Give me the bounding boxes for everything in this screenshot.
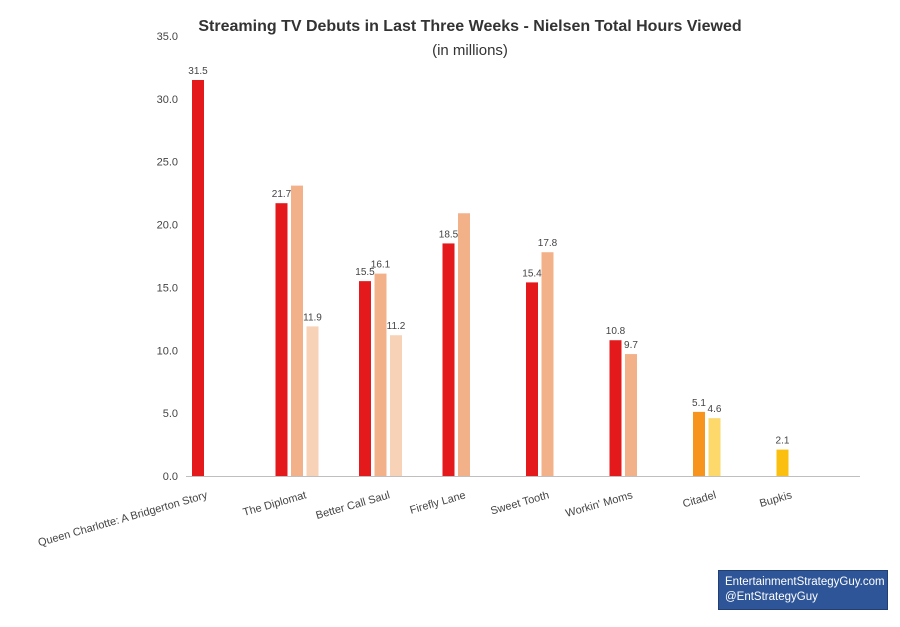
bar-0-0: [192, 80, 204, 476]
bar-7-0: [776, 449, 789, 476]
bar-2-1: [374, 273, 387, 476]
x-tick-label-7: Bupkis: [758, 489, 794, 510]
x-tick-label-4: Sweet Tooth: [489, 489, 550, 517]
bar-3-1: [458, 213, 470, 476]
y-tick-label-6: 30.0: [157, 94, 178, 106]
y-axis: 0.0 5.0 10.0 15.0 20.0 25.0 30.0 35.0: [157, 31, 178, 483]
y-tick-label-5: 25.0: [157, 157, 178, 169]
bar-5-0: [609, 340, 622, 476]
x-tick-label-0: Queen Charlotte: A Bridgerton Story: [37, 489, 209, 549]
data-label-2-1: 16.1: [371, 260, 391, 271]
bar-5-1: [625, 354, 637, 476]
data-label-4-0: 15.4: [522, 268, 542, 279]
bar-6-0: [693, 411, 705, 476]
bar-4-1: [541, 252, 554, 476]
data-label-0-0: 31.5: [188, 66, 208, 77]
y-tick-label-0: 0.0: [163, 471, 178, 483]
data-label-5-0: 10.8: [606, 326, 626, 337]
bar-1-1: [291, 185, 303, 476]
data-label-4-1: 17.8: [538, 238, 558, 249]
bar-4-0: [526, 282, 538, 476]
data-label-6-1: 4.6: [708, 404, 722, 415]
bars-group: [192, 80, 789, 476]
credit-box: EntertainmentStrategyGuy.com @EntStrateg…: [718, 570, 888, 610]
data-label-1-0: 21.7: [272, 189, 292, 200]
x-axis-labels: Queen Charlotte: A Bridgerton Story The D…: [37, 489, 794, 549]
bar-2-0: [359, 281, 371, 476]
data-label-3-0: 18.5: [439, 229, 459, 240]
x-tick-label-5: Workin' Moms: [564, 489, 634, 520]
x-tick-label-2: Better Call Saul: [315, 489, 392, 522]
bar-2-2: [390, 335, 402, 476]
data-label-2-0: 15.5: [355, 267, 375, 278]
y-tick-label-7: 35.0: [157, 31, 178, 43]
data-label-2-2: 11.2: [387, 321, 406, 332]
y-tick-label-1: 5.0: [163, 408, 178, 420]
chart-title: Streaming TV Debuts in Last Three Weeks …: [198, 18, 741, 35]
bar-6-1: [708, 418, 721, 476]
credit-website: EntertainmentStrategyGuy.com: [725, 576, 885, 588]
data-label-5-1: 9.7: [624, 340, 638, 351]
bar-1-2: [306, 326, 319, 476]
y-tick-label-2: 10.0: [157, 345, 178, 357]
x-tick-label-3: Firefly Lane: [409, 489, 468, 516]
chart-subtitle: (in millions): [432, 42, 508, 59]
data-label-6-0: 5.1: [692, 398, 706, 409]
data-label-1-2: 11.9: [303, 312, 322, 323]
bar-1-0: [275, 203, 288, 476]
data-labels-group: 31.5 21.7 11.9 15.516.1 11.2 18.5 15.4 17.8 10.8…: [188, 66, 790, 447]
x-tick-label-6: Citadel: [681, 489, 717, 510]
data-label-7-0: 2.1: [776, 436, 790, 447]
y-tick-label-4: 20.0: [157, 220, 178, 232]
bar-3-0: [442, 243, 455, 476]
credit-handle: @EntStrategyGuy: [725, 591, 818, 603]
x-tick-label-1: The Diplomat: [242, 489, 308, 519]
y-tick-label-3: 15.0: [157, 282, 178, 294]
